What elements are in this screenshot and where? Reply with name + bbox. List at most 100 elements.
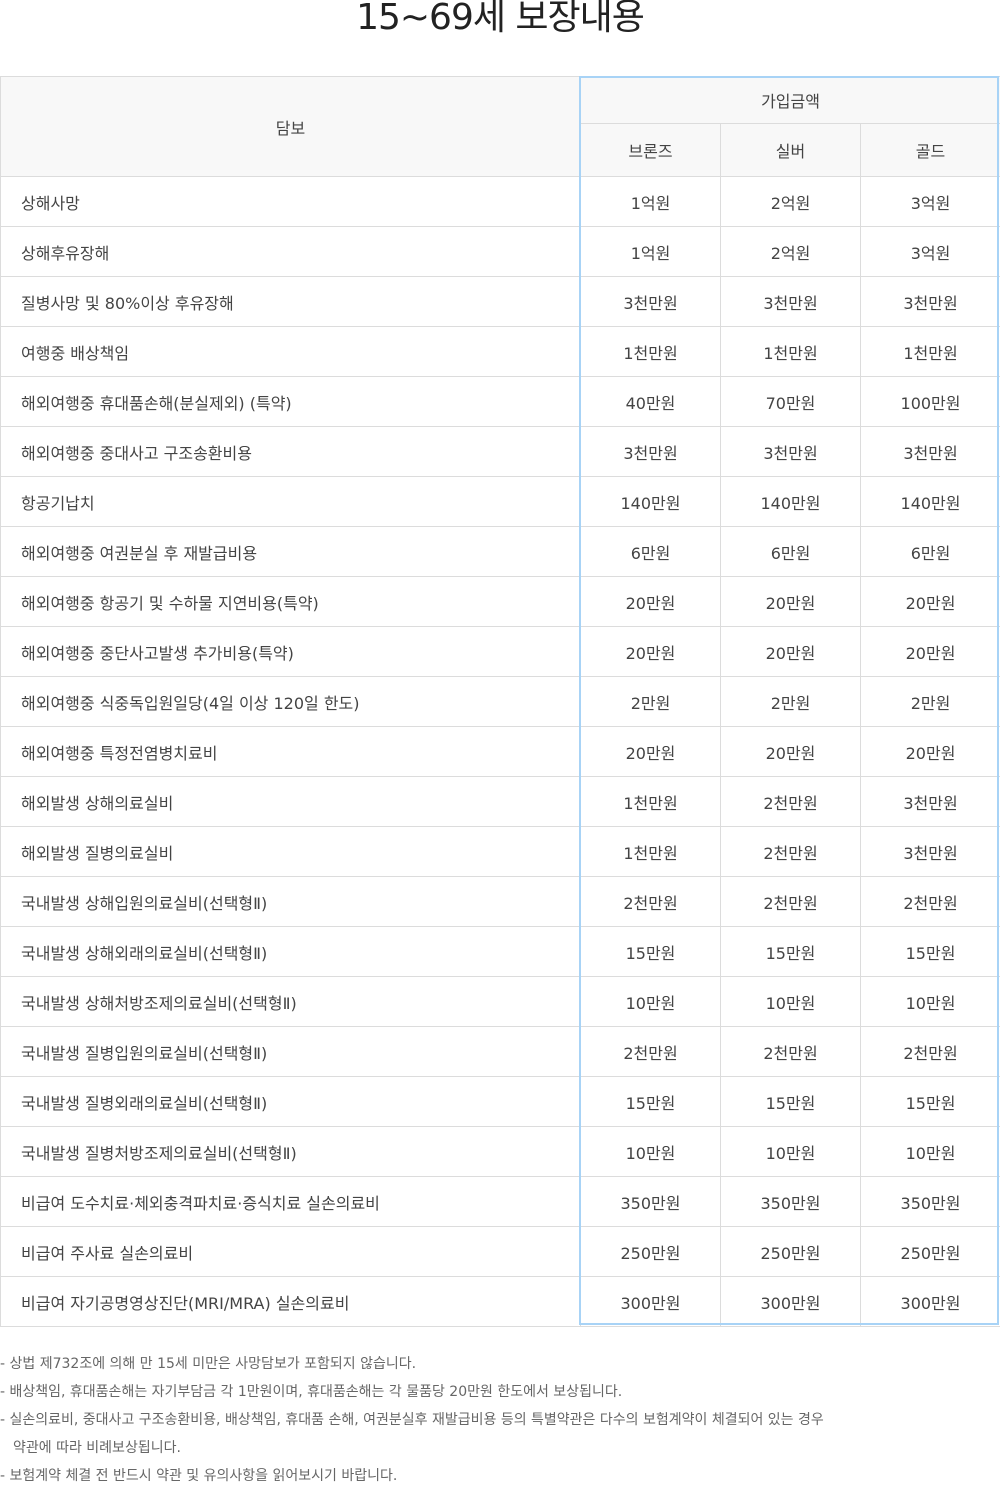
coverage-name: 여행중 배상책임 xyxy=(1,327,581,377)
amount-silver: 2천만원 xyxy=(721,877,861,927)
note-item: - 배상책임, 휴대품손해는 자기부담금 각 1만원이며, 휴대품손해는 각 물… xyxy=(0,1378,1000,1406)
amount-silver: 20만원 xyxy=(721,727,861,777)
amount-bronze: 250만원 xyxy=(581,1227,721,1277)
amount-gold: 20만원 xyxy=(861,627,1000,677)
amount-bronze: 10만원 xyxy=(581,977,721,1027)
amount-bronze: 40만원 xyxy=(581,377,721,427)
amount-gold: 1천만원 xyxy=(861,327,1000,377)
amount-gold: 3천만원 xyxy=(861,427,1000,477)
amount-silver: 10만원 xyxy=(721,1127,861,1177)
amount-bronze: 1천만원 xyxy=(581,827,721,877)
amount-gold: 3천만원 xyxy=(861,277,1000,327)
notes: - 상법 제732조에 의해 만 15세 미만은 사망담보가 포함되지 않습니다… xyxy=(0,1350,1000,1490)
amount-gold: 3억원 xyxy=(861,227,1000,277)
coverage-name: 질병사망 및 80%이상 후유장해 xyxy=(1,277,581,327)
coverage-name: 해외여행중 중단사고발생 추가비용(특약) xyxy=(1,627,581,677)
header-plan-silver: 실버 xyxy=(721,124,861,177)
amount-bronze: 2만원 xyxy=(581,677,721,727)
amount-gold: 250만원 xyxy=(861,1227,1000,1277)
coverage-name: 해외여행중 휴대품손해(분실제외) (특약) xyxy=(1,377,581,427)
coverage-name: 해외여행중 여권분실 후 재발급비용 xyxy=(1,527,581,577)
amount-bronze: 20만원 xyxy=(581,627,721,677)
amount-gold: 350만원 xyxy=(861,1177,1000,1227)
coverage-name: 해외여행중 중대사고 구조송환비용 xyxy=(1,427,581,477)
note-item: - 보험계약 체결 전 반드시 약관 및 유의사항을 읽어보시기 바랍니다. xyxy=(0,1462,1000,1490)
amount-silver: 350만원 xyxy=(721,1177,861,1227)
amount-silver: 15만원 xyxy=(721,927,861,977)
coverage-name: 해외발생 질병의료실비 xyxy=(1,827,581,877)
note-item: 약관에 따라 비례보상됩니다. xyxy=(0,1434,1000,1462)
header-plan-bronze: 브론즈 xyxy=(581,124,721,177)
amount-silver: 2천만원 xyxy=(721,827,861,877)
coverage-name: 국내발생 상해입원의료실비(선택형Ⅱ) xyxy=(1,877,581,927)
page-title: 15~69세 보장내용 xyxy=(0,0,1000,40)
amount-silver: 2만원 xyxy=(721,677,861,727)
coverage-name: 상해후유장해 xyxy=(1,227,581,277)
amount-gold: 2만원 xyxy=(861,677,1000,727)
coverage-name: 국내발생 질병입원의료실비(선택형Ⅱ) xyxy=(1,1027,581,1077)
coverage-name: 해외여행중 식중독입원일당(4일 이상 120일 한도) xyxy=(1,677,581,727)
amount-silver: 2억원 xyxy=(721,227,861,277)
amount-gold: 3천만원 xyxy=(861,777,1000,827)
amount-gold: 6만원 xyxy=(861,527,1000,577)
coverage-name: 해외여행중 특정전염병치료비 xyxy=(1,727,581,777)
amount-silver: 300만원 xyxy=(721,1277,861,1327)
amount-silver: 1천만원 xyxy=(721,327,861,377)
amount-gold: 20만원 xyxy=(861,577,1000,627)
amount-silver: 3천만원 xyxy=(721,277,861,327)
header-amount: 가입금액 xyxy=(581,77,1000,124)
amount-gold: 140만원 xyxy=(861,477,1000,527)
amount-gold: 300만원 xyxy=(861,1277,1000,1327)
amount-gold: 2천만원 xyxy=(861,877,1000,927)
amount-silver: 20만원 xyxy=(721,577,861,627)
amount-gold: 3천만원 xyxy=(861,827,1000,877)
amount-bronze: 20만원 xyxy=(581,727,721,777)
amount-silver: 2천만원 xyxy=(721,777,861,827)
coverage-name: 국내발생 질병처방조제의료실비(선택형Ⅱ) xyxy=(1,1127,581,1177)
coverage-name: 국내발생 상해처방조제의료실비(선택형Ⅱ) xyxy=(1,977,581,1027)
amount-bronze: 140만원 xyxy=(581,477,721,527)
amount-gold: 20만원 xyxy=(861,727,1000,777)
amount-bronze: 1천만원 xyxy=(581,327,721,377)
amount-gold: 2천만원 xyxy=(861,1027,1000,1077)
amount-silver: 250만원 xyxy=(721,1227,861,1277)
amount-bronze: 6만원 xyxy=(581,527,721,577)
amount-bronze: 1억원 xyxy=(581,177,721,227)
note-item: - 상법 제732조에 의해 만 15세 미만은 사망담보가 포함되지 않습니다… xyxy=(0,1350,1000,1378)
amount-gold: 10만원 xyxy=(861,1127,1000,1177)
amount-gold: 15만원 xyxy=(861,1077,1000,1127)
coverage-name: 국내발생 질병외래의료실비(선택형Ⅱ) xyxy=(1,1077,581,1127)
header-plan-gold: 골드 xyxy=(861,124,1000,177)
amount-silver: 2억원 xyxy=(721,177,861,227)
amount-bronze: 3천만원 xyxy=(581,427,721,477)
amount-silver: 140만원 xyxy=(721,477,861,527)
amount-silver: 15만원 xyxy=(721,1077,861,1127)
amount-silver: 2천만원 xyxy=(721,1027,861,1077)
amount-gold: 10만원 xyxy=(861,977,1000,1027)
amount-gold: 3억원 xyxy=(861,177,1000,227)
amount-gold: 15만원 xyxy=(861,927,1000,977)
amount-bronze: 350만원 xyxy=(581,1177,721,1227)
